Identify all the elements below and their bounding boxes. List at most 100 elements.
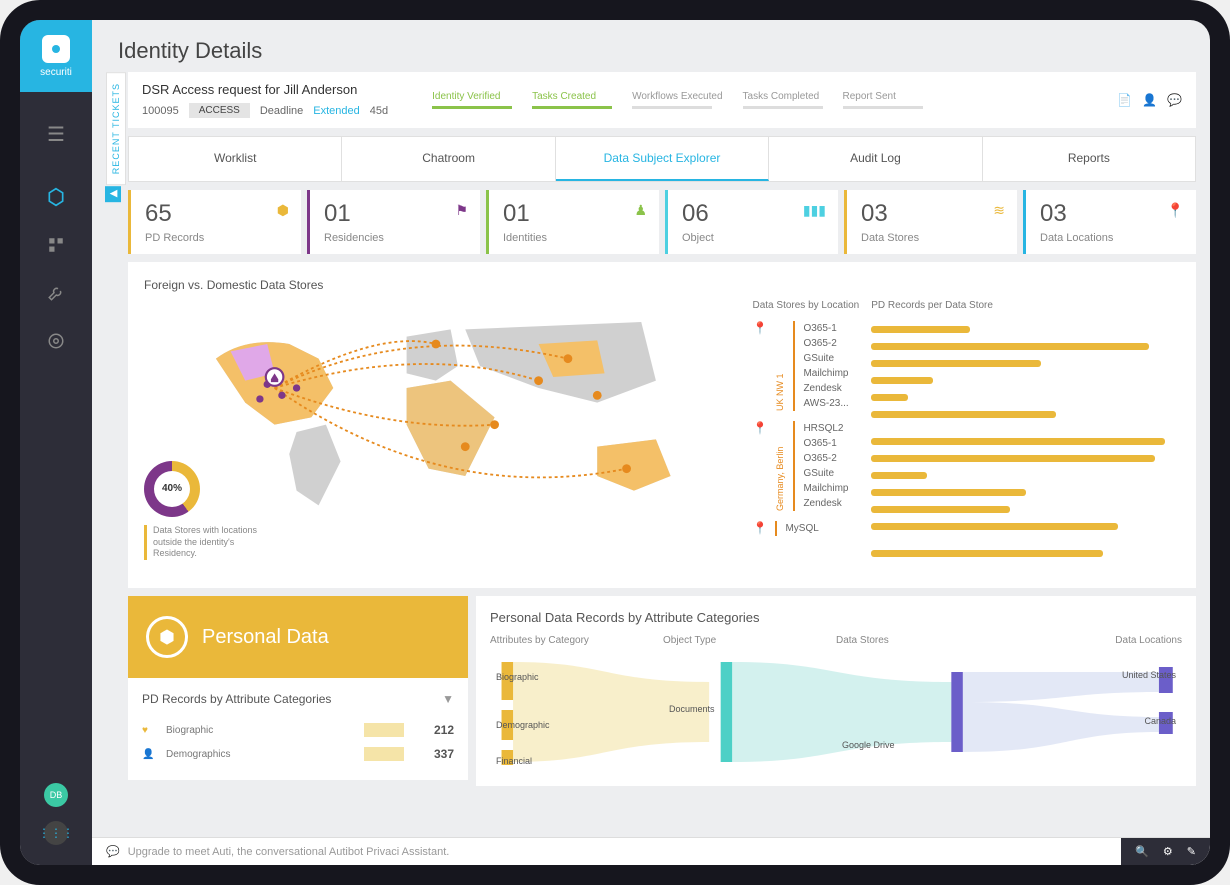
tab-reports[interactable]: Reports: [983, 137, 1195, 181]
access-badge: ACCESS: [189, 103, 250, 118]
bar-row: [871, 355, 1180, 372]
location-group: 📍MySQL: [753, 521, 860, 536]
stat-card[interactable]: 65PD Records⬢: [128, 190, 301, 254]
stage-item: Identity Verified: [432, 91, 512, 109]
stage-item: Workflows Executed: [632, 91, 722, 109]
apps-icon[interactable]: ⋮⋮⋮: [44, 821, 68, 845]
user-avatar[interactable]: DB: [44, 783, 68, 807]
store-item: Mailchimp: [803, 481, 848, 496]
store-item: O365-1: [803, 436, 848, 451]
donut-chart: 40%: [144, 461, 200, 517]
bar-row: [871, 338, 1180, 355]
bar-row: [871, 433, 1180, 450]
sankey-header: Attributes by Category: [490, 635, 663, 646]
bars-header: PD Records per Data Store: [871, 300, 1180, 311]
stage-track: Identity Verified Tasks Created Workflows …: [432, 91, 1103, 109]
pd-row: 👤Demographics337: [142, 742, 454, 766]
sankey-label: Canada: [1138, 714, 1182, 728]
user-icon[interactable]: 👤: [1142, 93, 1157, 107]
bar-row: [871, 518, 1180, 535]
request-title: DSR Access request for Jill Anderson: [142, 82, 388, 97]
stage-item: Tasks Created: [532, 91, 612, 109]
sankey-panel: Personal Data Records by Attribute Categ…: [476, 596, 1196, 786]
request-bar: DSR Access request for Jill Anderson 100…: [128, 72, 1196, 128]
stat-card[interactable]: 03Data Locations📍: [1023, 190, 1196, 254]
bar-row: [871, 501, 1180, 518]
page-title: Identity Details: [92, 20, 1210, 72]
sankey-label: Demographic: [490, 718, 556, 732]
sankey-header: Data Locations: [1009, 635, 1182, 646]
store-item: AWS-23...: [803, 396, 848, 411]
footer-message: Upgrade to meet Auti, the conversational…: [128, 846, 450, 858]
pd-icon: ⬢: [146, 616, 188, 658]
extended-label: Extended: [313, 105, 359, 117]
sankey-label: Documents: [663, 702, 721, 716]
deadline-label: Deadline: [260, 105, 303, 117]
sankey-title: Personal Data Records by Attribute Categ…: [490, 610, 1182, 625]
bar-row: [871, 321, 1180, 338]
pd-row: ♥Biographic212: [142, 718, 454, 742]
nav-icon-tools[interactable]: [46, 283, 66, 303]
request-id: 100095: [142, 105, 179, 117]
sankey-header: Object Type: [663, 635, 836, 646]
sankey-label: Financial: [490, 754, 538, 768]
sankey-label: Biographic: [490, 670, 545, 684]
tool-icon[interactable]: ✎: [1187, 845, 1196, 858]
personal-data-panel: ⬢ Personal Data PD Records by Attribute …: [128, 596, 468, 786]
store-item: O365-1: [803, 321, 848, 336]
filter-icon[interactable]: ⚙: [1163, 845, 1173, 858]
tab-audit-log[interactable]: Audit Log: [769, 137, 982, 181]
sankey-label: Google Drive: [836, 738, 901, 752]
stat-card[interactable]: 03Data Stores≋: [844, 190, 1017, 254]
pd-title: Personal Data: [202, 626, 329, 649]
chat-icon[interactable]: 💬: [1167, 93, 1182, 107]
store-item: Zendesk: [803, 381, 848, 396]
bar-row: [871, 406, 1180, 423]
dropdown-icon[interactable]: ▼: [442, 692, 454, 706]
bar-row: [871, 545, 1180, 562]
bar-row: [871, 450, 1180, 467]
deadline-days: 45d: [370, 105, 388, 117]
brand-logo[interactable]: securiti: [20, 20, 92, 92]
pd-subtitle: PD Records by Attribute Categories: [142, 692, 331, 706]
store-item: O365-2: [803, 451, 848, 466]
stores-header: Data Stores by Location: [753, 300, 860, 311]
map-panel: Foreign vs. Domestic Data Stores: [128, 262, 1196, 588]
location-group: 📍UK NW 1O365-1O365-2GSuiteMailchimpZende…: [753, 321, 860, 411]
bar-row: [871, 484, 1180, 501]
bar-row: [871, 389, 1180, 406]
store-item: GSuite: [803, 466, 848, 481]
store-item: HRSQL2: [803, 421, 848, 436]
menu-toggle-icon[interactable]: ☰: [47, 122, 65, 147]
stage-item: Tasks Completed: [743, 91, 823, 109]
location-group: 📍Germany, BerlinHRSQL2O365-1O365-2GSuite…: [753, 421, 860, 511]
stat-card[interactable]: 06Object▮▮▮: [665, 190, 838, 254]
sidebar: securiti ☰ DB ⋮⋮⋮: [20, 20, 92, 865]
bar-row: [871, 467, 1180, 484]
stat-cards: 65PD Records⬢01Residencies⚑01Identities♟…: [128, 190, 1196, 254]
tab-data-subject-explorer[interactable]: Data Subject Explorer: [556, 137, 769, 181]
store-item: MySQL: [785, 521, 818, 536]
expand-icon[interactable]: ▶: [105, 186, 121, 202]
recent-tickets-tab[interactable]: RECENT TICKETS ▶: [106, 72, 126, 185]
nav-icon-settings[interactable]: [46, 331, 66, 351]
store-item: Zendesk: [803, 496, 848, 511]
store-item: O365-2: [803, 336, 848, 351]
stat-card[interactable]: 01Identities♟: [486, 190, 659, 254]
sankey-label: United States: [1116, 668, 1182, 682]
store-item: Mailchimp: [803, 366, 848, 381]
bar-row: [871, 372, 1180, 389]
tab-chatroom[interactable]: Chatroom: [342, 137, 555, 181]
search-icon[interactable]: 🔍: [1135, 845, 1149, 858]
chat-bubble-icon[interactable]: 💬: [106, 845, 120, 858]
footer-bar: 💬 Upgrade to meet Auti, the conversation…: [92, 837, 1210, 865]
doc-icon[interactable]: 📄: [1117, 93, 1132, 107]
stat-card[interactable]: 01Residencies⚑: [307, 190, 480, 254]
tab-worklist[interactable]: Worklist: [129, 137, 342, 181]
nav-icon-home[interactable]: [46, 187, 66, 207]
nav-icon-grid[interactable]: [46, 235, 66, 255]
donut-caption: Data Stores with locations outside the i…: [144, 525, 264, 560]
stage-item: Report Sent: [843, 91, 923, 109]
map-title: Foreign vs. Domestic Data Stores: [144, 278, 1180, 292]
sankey-header: Data Stores: [836, 635, 1009, 646]
